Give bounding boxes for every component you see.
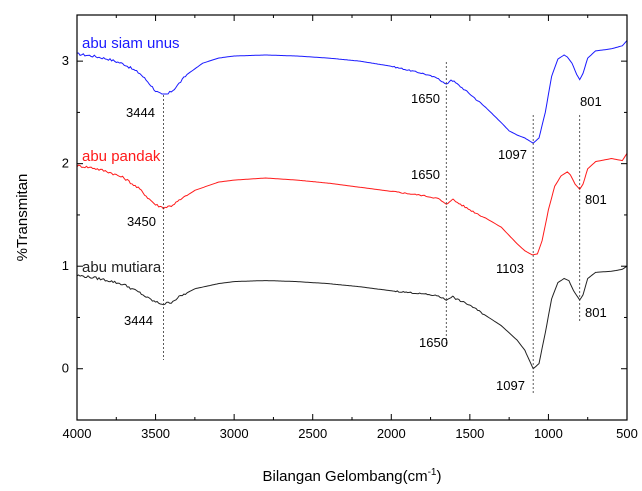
peak-label: 3444 <box>126 105 155 120</box>
y-tick-label: 3 <box>62 53 69 68</box>
y-tick-label: 0 <box>62 361 69 376</box>
y-tick-label: 2 <box>62 156 69 171</box>
x-tick-label: 3500 <box>141 426 170 441</box>
peak-label: 801 <box>585 192 607 207</box>
x-tick-label: 2500 <box>298 426 327 441</box>
x-tick-label: 2000 <box>377 426 406 441</box>
peak-label: 3444 <box>124 313 153 328</box>
x-tick-label: 1500 <box>455 426 484 441</box>
plot-frame <box>76 14 628 421</box>
peak-label: 1650 <box>411 91 440 106</box>
peak-label: 1097 <box>498 147 527 162</box>
peak-label: 3450 <box>127 214 156 229</box>
peak-label: 1103 <box>496 261 524 276</box>
peak-label: 1097 <box>496 378 525 393</box>
labels: 4000 3500 3000 2500 2000 1500 1000 500 0 1 2 3 Bilan… <box>14 35 638 485</box>
peak-label: 801 <box>585 305 607 320</box>
x-tick-label: 4000 <box>63 426 92 441</box>
peak-label: 801 <box>580 94 602 109</box>
peak-label: 1650 <box>419 335 448 350</box>
series-label-abu-siam-unus: abu siam unus <box>82 35 180 52</box>
y-axis-title: %Transmitan <box>14 174 31 262</box>
series-line-abu-siam-unus <box>76 40 628 144</box>
x-tick-label: 3000 <box>220 426 249 441</box>
peak-label: 1650 <box>411 167 440 182</box>
x-tick-label: 1000 <box>534 426 563 441</box>
x-axis-title: Bilangan Gelombang(cm-1) <box>263 467 442 485</box>
series-line-abu-pandak <box>76 153 628 256</box>
series-line-abu-mutiara <box>76 265 628 370</box>
series-layer <box>76 40 628 370</box>
series-label-abu-pandak: abu pandak <box>82 148 161 165</box>
x-tick-label: 500 <box>616 426 638 441</box>
y-tick-label: 1 <box>62 258 69 273</box>
peak-markers <box>163 62 581 395</box>
series-label-abu-mutiara: abu mutiara <box>82 259 162 276</box>
axes <box>76 14 628 421</box>
